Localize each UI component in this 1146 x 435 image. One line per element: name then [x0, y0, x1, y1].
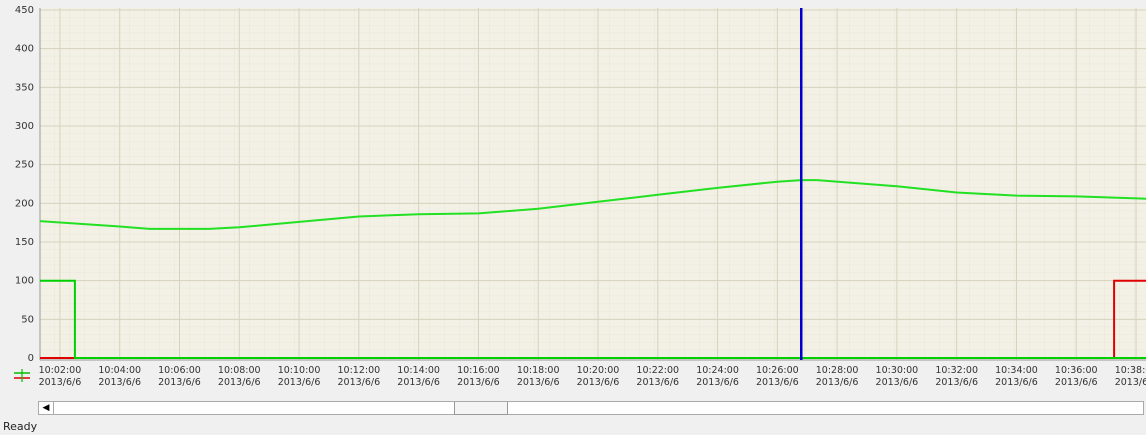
x-tick-label: 10:12:00 2013/6/6: [337, 365, 381, 388]
legend-icon: [14, 369, 30, 382]
y-tick-label: 100: [15, 276, 34, 287]
series-line: [39, 179, 1146, 230]
status-bar: Ready: [3, 420, 38, 433]
y-tick-label: 450: [15, 5, 34, 16]
y-tick-label: 200: [15, 198, 34, 209]
minor-grid: [40, 8, 1146, 360]
x-tick-label: 10:28:00 2013/6/6: [815, 365, 859, 388]
x-tick-label: 10:22:00 2013/6/6: [636, 365, 680, 388]
x-tick-label: 10:34:00 2013/6/6: [995, 365, 1038, 388]
x-tick-label: 10:24:00 2013/6/6: [696, 365, 739, 388]
x-tick-label: 10:32:00 2013/6/6: [935, 365, 978, 388]
x-tick-label: 10:04:00 2013/6/6: [98, 365, 142, 388]
x-tick-label: 10:18:00 2013/6/6: [516, 365, 560, 388]
y-tick-label: 250: [15, 160, 34, 171]
y-tick-label: 350: [15, 82, 34, 93]
y-tick-label: 50: [21, 314, 34, 325]
x-tick-label: 10:38:00 2013/6/6: [1114, 365, 1146, 388]
x-tick-label: 10:14:00 2013/6/6: [397, 365, 440, 388]
y-tick-label: 0: [28, 353, 34, 364]
x-tick-label: 10:30:00 2013/6/6: [875, 365, 919, 388]
y-tick-label: 300: [15, 121, 34, 132]
x-tick-label: 10:20:00 2013/6/6: [576, 365, 620, 388]
y-tick-label: 400: [15, 44, 34, 55]
x-tick-label: 10:02:00 2013/6/6: [38, 365, 82, 388]
scrollbar[interactable]: ◀: [38, 401, 1144, 415]
scroll-thumb[interactable]: [454, 402, 508, 415]
x-tick-label: 10:36:00 2013/6/6: [1054, 365, 1098, 388]
x-tick-label: 10:06:00 2013/6/6: [158, 365, 201, 388]
chart: 0 50 100 150 200 250 300 350 400 450: [14, 5, 1146, 382]
series-line: [40, 279, 1146, 359]
x-tick-label: 10:16:00 2013/6/6: [457, 365, 500, 388]
y-tick-label: 150: [15, 237, 34, 248]
x-tick-label: 10:26:00 2013/6/6: [755, 365, 799, 388]
x-tick-label: 10:10:00 2013/6/6: [277, 365, 321, 388]
scroll-left[interactable]: ◀: [39, 402, 54, 414]
x-tick-label: 10:08:00 2013/6/6: [217, 365, 261, 388]
